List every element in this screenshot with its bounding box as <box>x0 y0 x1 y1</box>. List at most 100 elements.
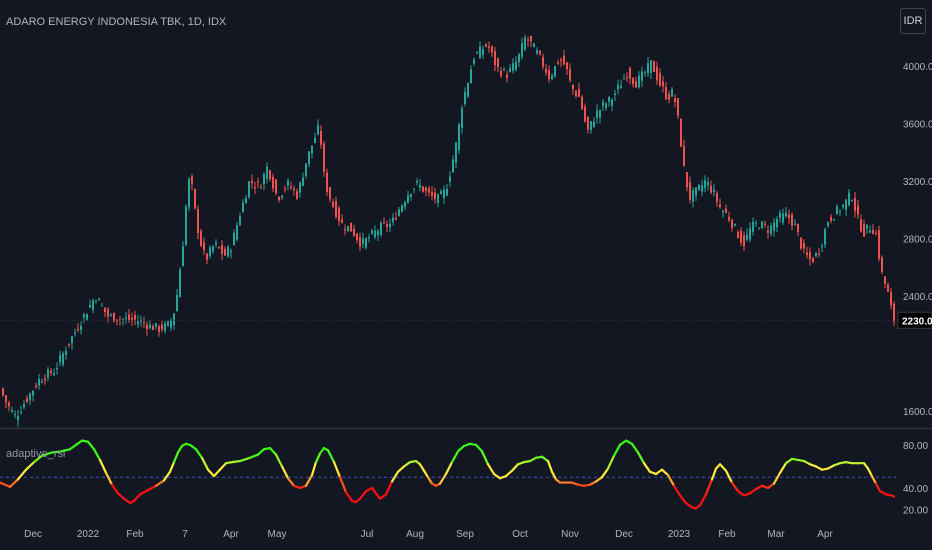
candle-body <box>128 314 130 320</box>
candle-body <box>701 185 703 192</box>
rsi-axis[interactable]: 80.00 40.00 20.00 <box>903 441 928 517</box>
time-tick-label[interactable]: 2023 <box>668 529 691 540</box>
candle-body <box>893 303 895 322</box>
candle-body <box>284 188 286 190</box>
candle-body <box>530 35 532 42</box>
rsi-segment <box>74 439 84 447</box>
time-tick-label[interactable]: Jul <box>361 529 374 540</box>
candle-body <box>131 317 133 320</box>
candle-body <box>812 258 814 263</box>
candle-body <box>461 108 463 128</box>
candle-body <box>536 50 538 54</box>
candle-body <box>485 44 487 47</box>
time-tick-label[interactable]: Apr <box>817 529 833 540</box>
rsi-segment <box>636 451 646 465</box>
candle-body <box>179 269 181 298</box>
time-tick-label[interactable]: Nov <box>561 529 579 540</box>
candle-body <box>404 202 406 208</box>
candle-body <box>797 223 799 232</box>
indicator-title[interactable]: adaptive_rsi <box>6 448 66 460</box>
candle-body <box>14 414 16 416</box>
time-tick-label[interactable]: Dec <box>615 529 633 540</box>
time-tick-label[interactable]: Feb <box>718 529 736 540</box>
candle-body <box>89 305 91 308</box>
candle-body <box>620 86 622 89</box>
candle-body <box>26 398 28 402</box>
candle-body <box>434 192 436 200</box>
rsi-segment <box>32 454 44 464</box>
candle-body <box>371 230 373 234</box>
time-tick-label[interactable]: Dec <box>24 529 42 540</box>
candle-body <box>32 390 34 396</box>
time-tick-label[interactable]: Apr <box>223 529 239 540</box>
rsi-segment <box>162 470 172 482</box>
candle-body <box>44 378 46 381</box>
candle-body <box>710 185 712 193</box>
time-axis[interactable]: Dec 2022 Feb 7 Apr May Jul Aug Sep Oct Nov Dec 2023 F… <box>24 529 833 540</box>
time-tick-label[interactable]: Oct <box>512 529 528 540</box>
candle-body <box>407 195 409 203</box>
time-tick-label[interactable]: 2022 <box>77 529 100 540</box>
candle-body <box>95 301 97 303</box>
candle-body <box>707 182 709 186</box>
rsi-segment <box>426 476 434 485</box>
candle-body <box>419 184 421 188</box>
rsi-segment <box>200 456 210 471</box>
candle-body <box>683 145 685 166</box>
price-tick-label[interactable]: 3600.00 <box>903 119 932 130</box>
candle-body <box>50 370 52 374</box>
price-candles <box>2 34 895 427</box>
candle-body <box>713 189 715 192</box>
rsi-segment <box>378 493 388 500</box>
rsi-segment <box>874 482 882 493</box>
rsi-segment <box>390 470 400 483</box>
candle-body <box>341 219 343 223</box>
candle-body <box>23 404 25 408</box>
candle-body <box>401 205 403 212</box>
candle-body <box>635 81 637 88</box>
time-tick-label[interactable]: Aug <box>406 529 424 540</box>
candle-body <box>782 213 784 223</box>
candle-body <box>122 318 124 320</box>
candle-body <box>491 46 493 53</box>
candle-body <box>704 180 706 188</box>
rsi-segment <box>684 501 694 509</box>
price-tick-label[interactable]: 3200.00 <box>903 177 932 188</box>
price-tick-label[interactable]: 2800.00 <box>903 234 932 245</box>
rsi-segment <box>256 448 266 456</box>
candle-body <box>644 72 646 74</box>
candle-body <box>788 214 790 218</box>
rsi-segment <box>86 440 96 451</box>
rsi-segment <box>338 476 348 494</box>
currency-button[interactable]: IDR <box>900 8 926 34</box>
candle-body <box>554 65 556 77</box>
rsi-segment <box>422 469 430 479</box>
candle-body <box>92 300 94 310</box>
candle-body <box>2 388 4 396</box>
candle-body <box>827 222 829 226</box>
time-tick-label[interactable]: Sep <box>456 529 474 540</box>
time-tick-label[interactable]: May <box>268 529 287 540</box>
price-tick-label[interactable]: 1600.00 <box>903 407 932 418</box>
price-axis[interactable]: 4000.00 3600.00 3200.00 2800.00 2400.00 1600.… <box>897 62 932 418</box>
candle-body <box>851 200 853 202</box>
time-tick-label[interactable]: 7 <box>182 529 188 540</box>
candle-body <box>662 81 664 87</box>
candle-body <box>380 222 382 235</box>
price-tick-label[interactable]: 4000.00 <box>903 62 932 73</box>
rsi-tick-label[interactable]: 40.00 <box>903 484 928 495</box>
candle-body <box>728 216 730 221</box>
time-tick-label[interactable]: Feb <box>126 529 144 540</box>
candle-body <box>236 225 238 240</box>
rsi-tick-label[interactable]: 80.00 <box>903 441 928 452</box>
candle-body <box>113 312 115 322</box>
candle-body <box>296 191 298 199</box>
time-tick-label[interactable]: Mar <box>767 529 785 540</box>
rsi-segment <box>218 462 228 471</box>
rsi-segment <box>280 465 290 480</box>
rsi-segment <box>364 486 374 493</box>
candle-body <box>365 238 367 248</box>
price-tick-label[interactable]: 2400.00 <box>903 292 932 303</box>
candle-body <box>269 170 271 180</box>
rsi-tick-label[interactable]: 20.00 <box>903 505 928 516</box>
